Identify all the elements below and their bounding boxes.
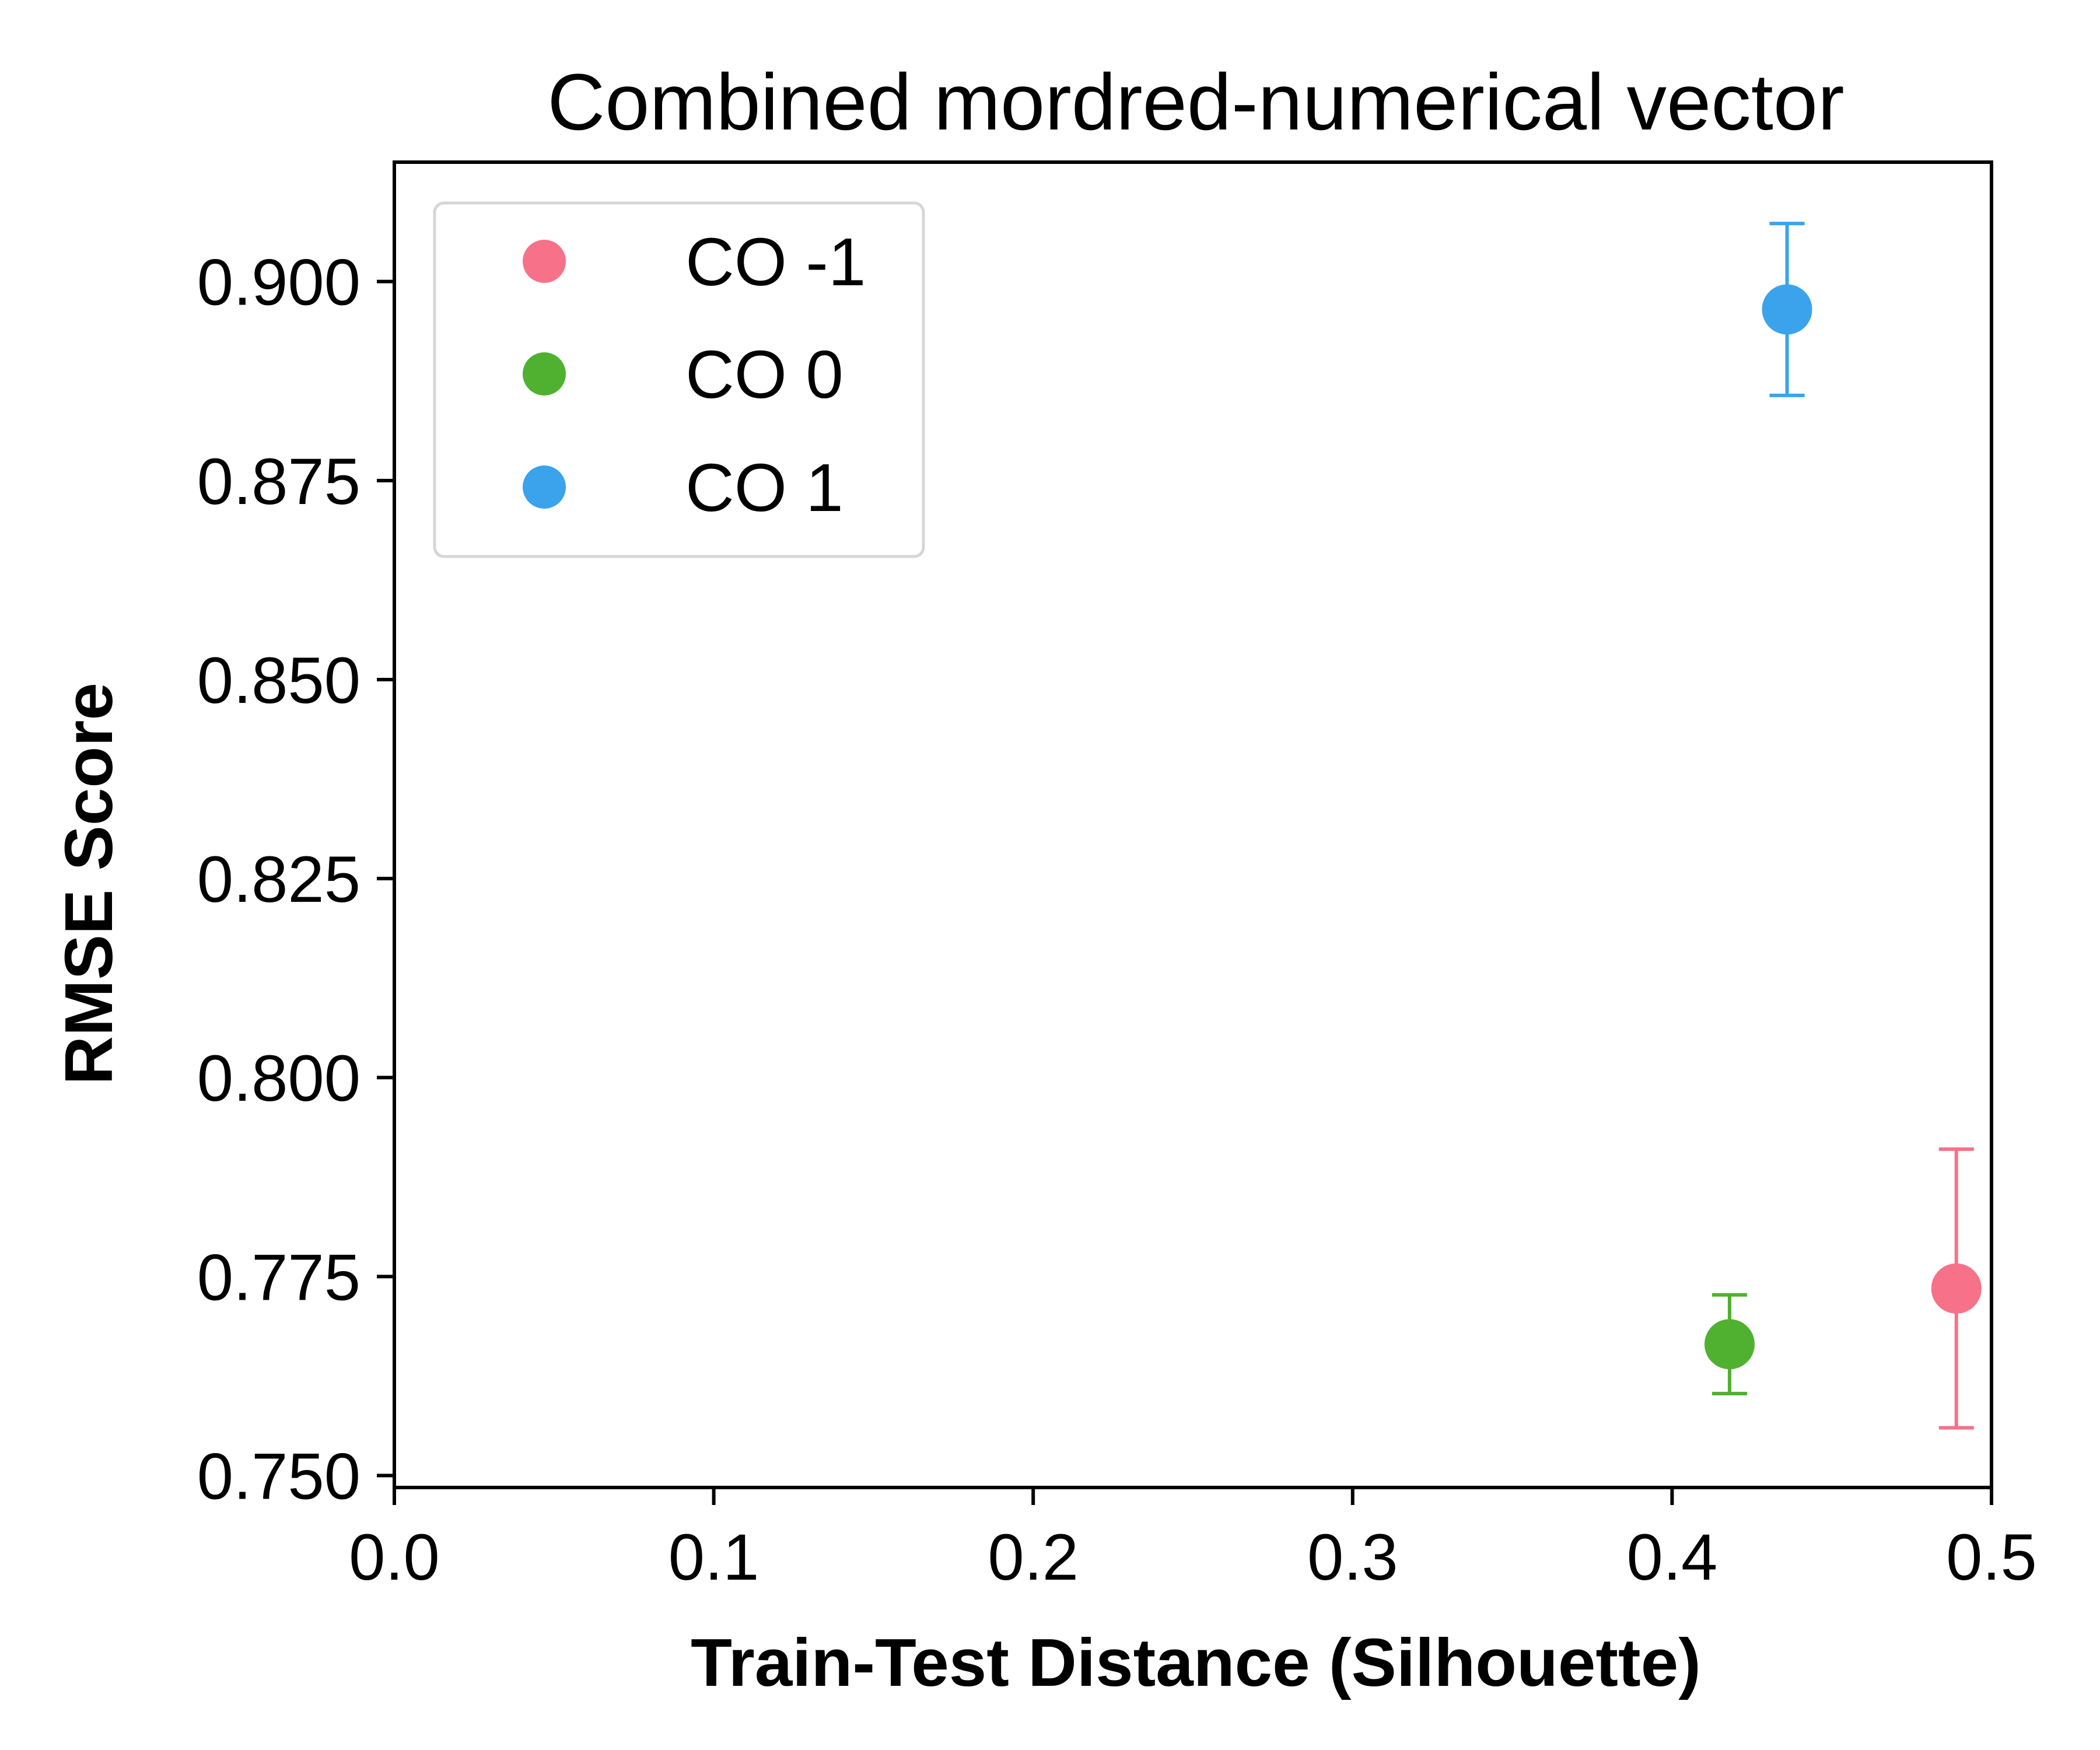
data-point <box>1931 1263 1982 1314</box>
chart-title: Combined mordred-numerical vector <box>547 58 1844 147</box>
legend: CO -1 CO 0 CO 1 <box>433 201 925 558</box>
y-tick-label: 0.875 <box>197 445 360 518</box>
y-tick-label: 0.900 <box>197 246 360 319</box>
y-tick-label: 0.850 <box>197 644 360 717</box>
y-axis-label: RMSE Score <box>51 682 127 1085</box>
y-tick-label: 0.825 <box>197 843 360 916</box>
legend-label: CO 0 <box>685 337 844 412</box>
legend-marker <box>523 352 566 396</box>
plot-frame <box>393 160 1993 1489</box>
x-axis: 0.0 0.1 0.2 0.3 0.4 0.5 <box>349 1488 2037 1594</box>
x-tick-label: 0.1 <box>668 1521 760 1594</box>
x-tick-label: 0.0 <box>349 1521 440 1594</box>
data-point <box>1704 1319 1755 1370</box>
x-tick-label: 0.5 <box>1946 1521 2037 1594</box>
legend-box <box>433 201 925 558</box>
x-axis-label: Train-Test Distance (Silhouette) <box>691 1625 1701 1700</box>
data-point <box>1762 284 1812 335</box>
legend-marker <box>523 240 566 283</box>
legend-marker <box>523 466 566 509</box>
y-axis: 0.750 0.775 0.800 0.825 0.850 0.875 0.900 <box>197 246 394 1513</box>
plot-area <box>393 160 1993 1489</box>
y-tick-label: 0.750 <box>197 1440 360 1513</box>
y-tick-label: 0.775 <box>197 1241 360 1314</box>
x-tick-label: 0.2 <box>988 1521 1079 1594</box>
x-tick-label: 0.3 <box>1307 1521 1398 1594</box>
legend-label: CO -1 <box>685 224 866 300</box>
y-tick-label: 0.800 <box>197 1042 360 1115</box>
legend-label: CO 1 <box>685 450 844 526</box>
x-tick-label: 0.4 <box>1627 1521 1718 1594</box>
